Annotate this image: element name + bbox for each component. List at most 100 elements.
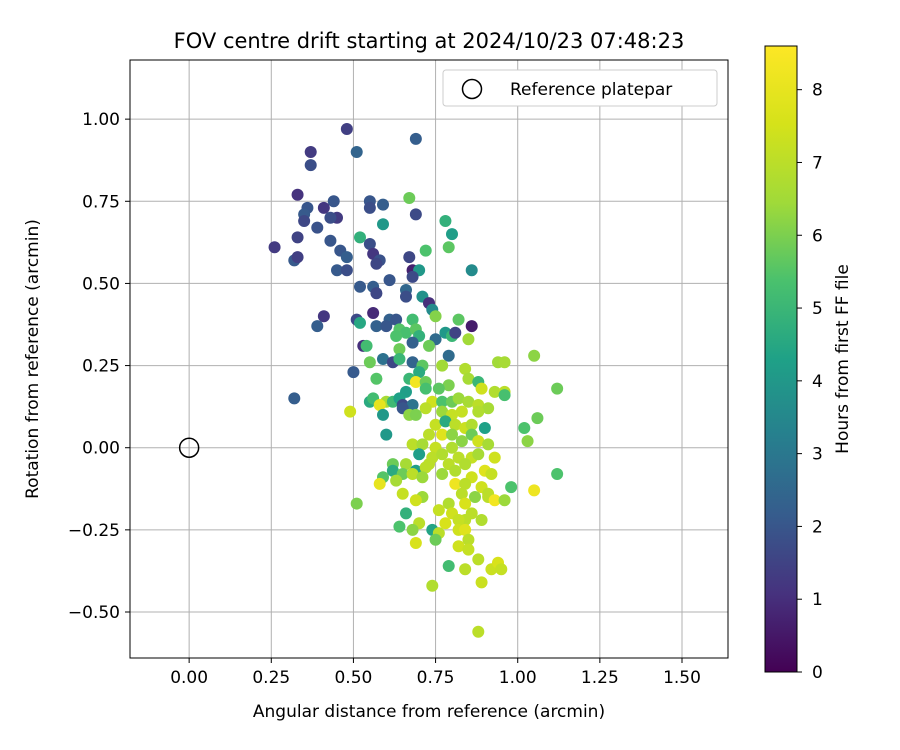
data-point bbox=[406, 523, 419, 536]
data-point bbox=[340, 251, 353, 264]
data-point bbox=[436, 405, 449, 418]
data-point bbox=[413, 366, 426, 379]
data-point bbox=[465, 418, 478, 431]
data-point bbox=[416, 471, 429, 484]
data-point bbox=[455, 405, 468, 418]
data-point bbox=[327, 195, 340, 208]
data-point bbox=[478, 422, 491, 434]
data-point bbox=[449, 326, 462, 339]
data-point bbox=[393, 353, 406, 365]
data-point bbox=[370, 287, 383, 300]
data-point bbox=[324, 211, 337, 224]
data-point bbox=[482, 402, 495, 415]
data-point bbox=[324, 234, 337, 247]
data-point bbox=[377, 353, 389, 365]
colorbar-tick-label: 4 bbox=[812, 372, 823, 392]
data-point bbox=[528, 484, 541, 497]
data-point bbox=[455, 487, 468, 500]
data-point bbox=[406, 356, 419, 369]
data-point bbox=[442, 241, 455, 254]
x-tick-label: 0.75 bbox=[417, 668, 455, 688]
data-point bbox=[350, 497, 363, 510]
data-point bbox=[436, 395, 449, 408]
data-point bbox=[488, 451, 501, 464]
data-point bbox=[370, 257, 383, 270]
data-point bbox=[449, 418, 462, 431]
data-point bbox=[495, 563, 508, 576]
data-point bbox=[419, 382, 432, 395]
data-point bbox=[462, 543, 475, 556]
data-point bbox=[551, 382, 564, 395]
colorbar-tick-label: 5 bbox=[812, 299, 823, 319]
data-point bbox=[400, 507, 412, 520]
data-point bbox=[386, 464, 399, 477]
data-point bbox=[472, 553, 485, 566]
data-point bbox=[390, 474, 403, 487]
data-point bbox=[311, 320, 324, 333]
y-tick-label: 0.75 bbox=[82, 192, 120, 212]
data-point bbox=[373, 399, 386, 411]
data-point bbox=[429, 418, 442, 431]
data-point bbox=[403, 251, 416, 264]
plot-frame bbox=[129, 59, 729, 659]
data-point bbox=[390, 330, 403, 342]
data-point bbox=[472, 625, 485, 638]
data-point bbox=[488, 385, 501, 398]
x-tick-label: 0.25 bbox=[252, 668, 290, 688]
data-point bbox=[429, 310, 442, 323]
data-point bbox=[409, 132, 422, 145]
data-point bbox=[380, 320, 393, 333]
colorbar: 0 1 2 3 4 5 6 7 8 Hours from first FF file bbox=[764, 45, 853, 683]
data-point bbox=[436, 468, 449, 480]
data-point bbox=[377, 218, 389, 231]
data-point bbox=[360, 339, 373, 352]
data-point bbox=[475, 382, 488, 395]
data-point bbox=[347, 366, 360, 379]
data-point bbox=[291, 188, 304, 201]
data-point bbox=[291, 251, 304, 264]
data-point bbox=[350, 146, 363, 158]
data-point bbox=[528, 349, 541, 362]
data-point bbox=[380, 428, 393, 441]
data-point bbox=[304, 159, 317, 172]
data-point bbox=[354, 231, 366, 244]
data-point bbox=[317, 201, 330, 214]
data-point bbox=[432, 382, 445, 395]
data-point bbox=[551, 468, 564, 480]
legend: Reference platepar bbox=[442, 69, 718, 107]
data-point bbox=[363, 238, 376, 250]
data-point bbox=[288, 392, 301, 405]
data-point bbox=[396, 487, 409, 500]
data-point bbox=[400, 458, 412, 471]
data-point bbox=[393, 343, 406, 356]
data-point bbox=[436, 359, 449, 372]
x-tick-label: 1.25 bbox=[581, 668, 619, 688]
data-point bbox=[344, 405, 357, 418]
data-point bbox=[505, 481, 518, 494]
data-point bbox=[452, 540, 465, 553]
data-point bbox=[340, 264, 353, 277]
data-point bbox=[413, 448, 426, 461]
data-point bbox=[436, 448, 449, 461]
data-point bbox=[459, 458, 472, 471]
data-point bbox=[426, 579, 439, 592]
data-point bbox=[482, 438, 495, 451]
grid-lines bbox=[130, 60, 728, 658]
colorbar-tick-label: 8 bbox=[812, 81, 823, 101]
y-tick-label: −0.50 bbox=[68, 603, 120, 623]
data-point bbox=[416, 438, 429, 451]
data-point bbox=[406, 336, 419, 349]
data-point bbox=[521, 435, 534, 448]
data-point bbox=[475, 576, 488, 589]
data-point bbox=[459, 497, 472, 510]
y-tick-label: 0.50 bbox=[82, 274, 120, 294]
legend-box bbox=[442, 69, 718, 107]
data-point bbox=[472, 448, 485, 461]
data-point bbox=[409, 376, 422, 388]
data-point bbox=[419, 244, 432, 257]
data-point bbox=[439, 415, 452, 428]
legend-label-reference: Reference platepar bbox=[510, 80, 672, 100]
data-point bbox=[465, 320, 478, 333]
data-point bbox=[475, 514, 488, 526]
